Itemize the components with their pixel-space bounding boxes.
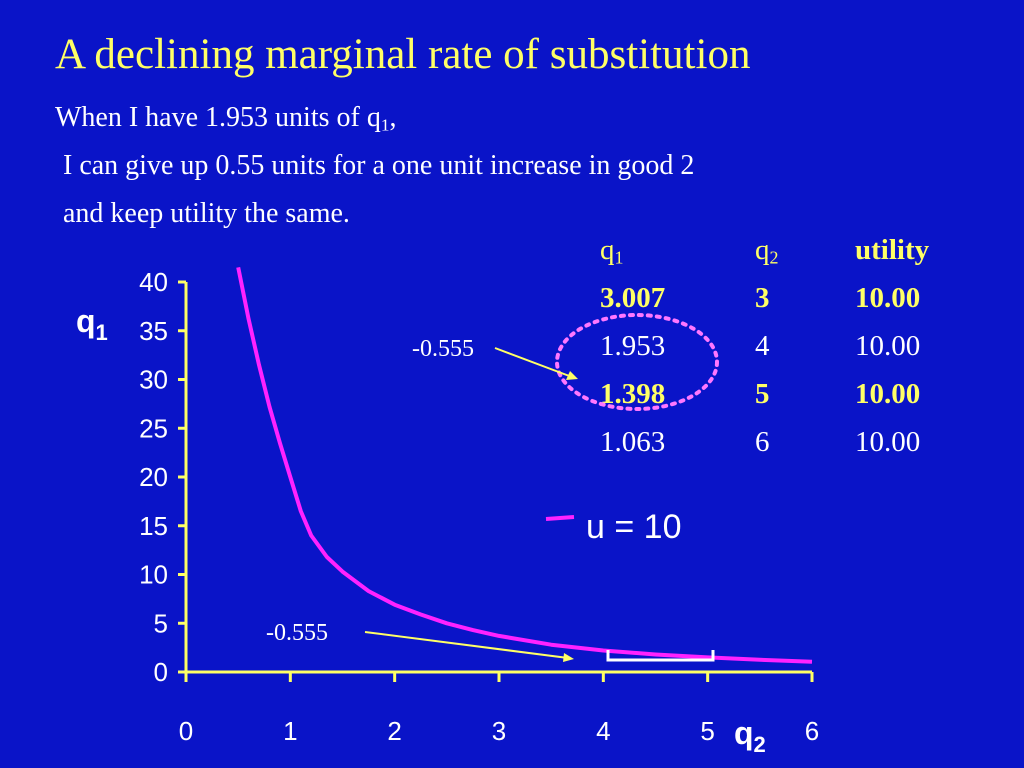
series-line-u10 [236, 267, 813, 664]
lower-arrow-line [364, 631, 569, 659]
subtitle-line-1: When I have 1.953 units of q1, [55, 102, 397, 134]
x-tick-label: 3 [492, 716, 506, 746]
table-cell-utility: 10.00 [855, 282, 921, 314]
upper-annotation: -0.555 [412, 336, 474, 362]
x-tick-label: 1 [283, 716, 297, 746]
upper-arrow-head [566, 371, 578, 380]
table-header-q1: q1 [600, 234, 623, 267]
legend-swatch [545, 515, 575, 521]
x-tick-label: 4 [596, 716, 610, 746]
table-cell-q2: 6 [755, 426, 770, 458]
y-tick-label: 5 [154, 608, 168, 638]
y-tick-label: 35 [139, 316, 168, 346]
y-tick-label: 10 [139, 560, 168, 590]
table-header-q2: q2 [755, 234, 778, 267]
table-header-q2-main: q [755, 234, 770, 266]
table-header-q2-sub: 2 [769, 247, 779, 268]
table-cell-utility: 10.00 [855, 426, 921, 458]
upper-arrow-line [494, 347, 573, 378]
x-tick-label: 6 [805, 716, 819, 746]
table-header-utility: utility [855, 234, 930, 266]
subtitle-line-1-subscript: 1 [380, 115, 390, 135]
step-bracket [606, 650, 715, 662]
y-tick-label: 30 [139, 365, 168, 395]
x-axis-title-main: q [734, 715, 754, 751]
x-tick-label: 0 [179, 716, 193, 746]
lower-annotation: -0.555 [266, 620, 328, 646]
x-tick-label: 5 [700, 716, 714, 746]
x-axis-title-sub: 2 [754, 732, 766, 757]
y-axis-title: q1 [76, 303, 108, 345]
y-tick-label: 20 [139, 462, 168, 492]
x-axis-title: q2 [734, 715, 766, 757]
chart-axes [184, 282, 812, 674]
subtitle-line-2: I can give up 0.55 units for a one unit … [63, 150, 695, 181]
table-header-q1-main: q [600, 234, 615, 266]
y-tick-label: 25 [139, 413, 168, 443]
table-cell-utility: 10.00 [855, 330, 921, 362]
table-cell-q2: 3 [755, 282, 770, 314]
x-tick-label: 2 [387, 716, 401, 746]
subtitle-line-1-punct: , [389, 102, 397, 133]
subtitle-line-3: and keep utility the same. [63, 198, 350, 229]
subtitle-line-1-text: When I have 1.953 units of q [55, 102, 381, 133]
y-tick-label: 15 [139, 511, 168, 541]
table-cell-utility: 10.00 [855, 378, 921, 410]
y-axis-title-main: q [76, 303, 96, 339]
legend-label: u = 10 [586, 508, 681, 546]
highlight-circle [555, 313, 719, 411]
table-cell-q2: 4 [755, 330, 770, 362]
table-cell-q1: 3.007 [600, 282, 666, 314]
table-cell-q1: 1.953 [600, 330, 666, 362]
y-tick-label: 40 [139, 267, 168, 297]
slide-title: A declining marginal rate of substitutio… [55, 31, 751, 78]
y-tick-label: 0 [154, 657, 168, 687]
lower-arrow-head [563, 653, 574, 662]
table-cell-q2: 5 [755, 378, 770, 410]
curve-layer [236, 267, 813, 664]
y-axis-title-sub: 1 [96, 320, 108, 345]
table-header-q1-sub: 1 [614, 247, 624, 268]
table-cell-q1: 1.063 [600, 426, 666, 458]
